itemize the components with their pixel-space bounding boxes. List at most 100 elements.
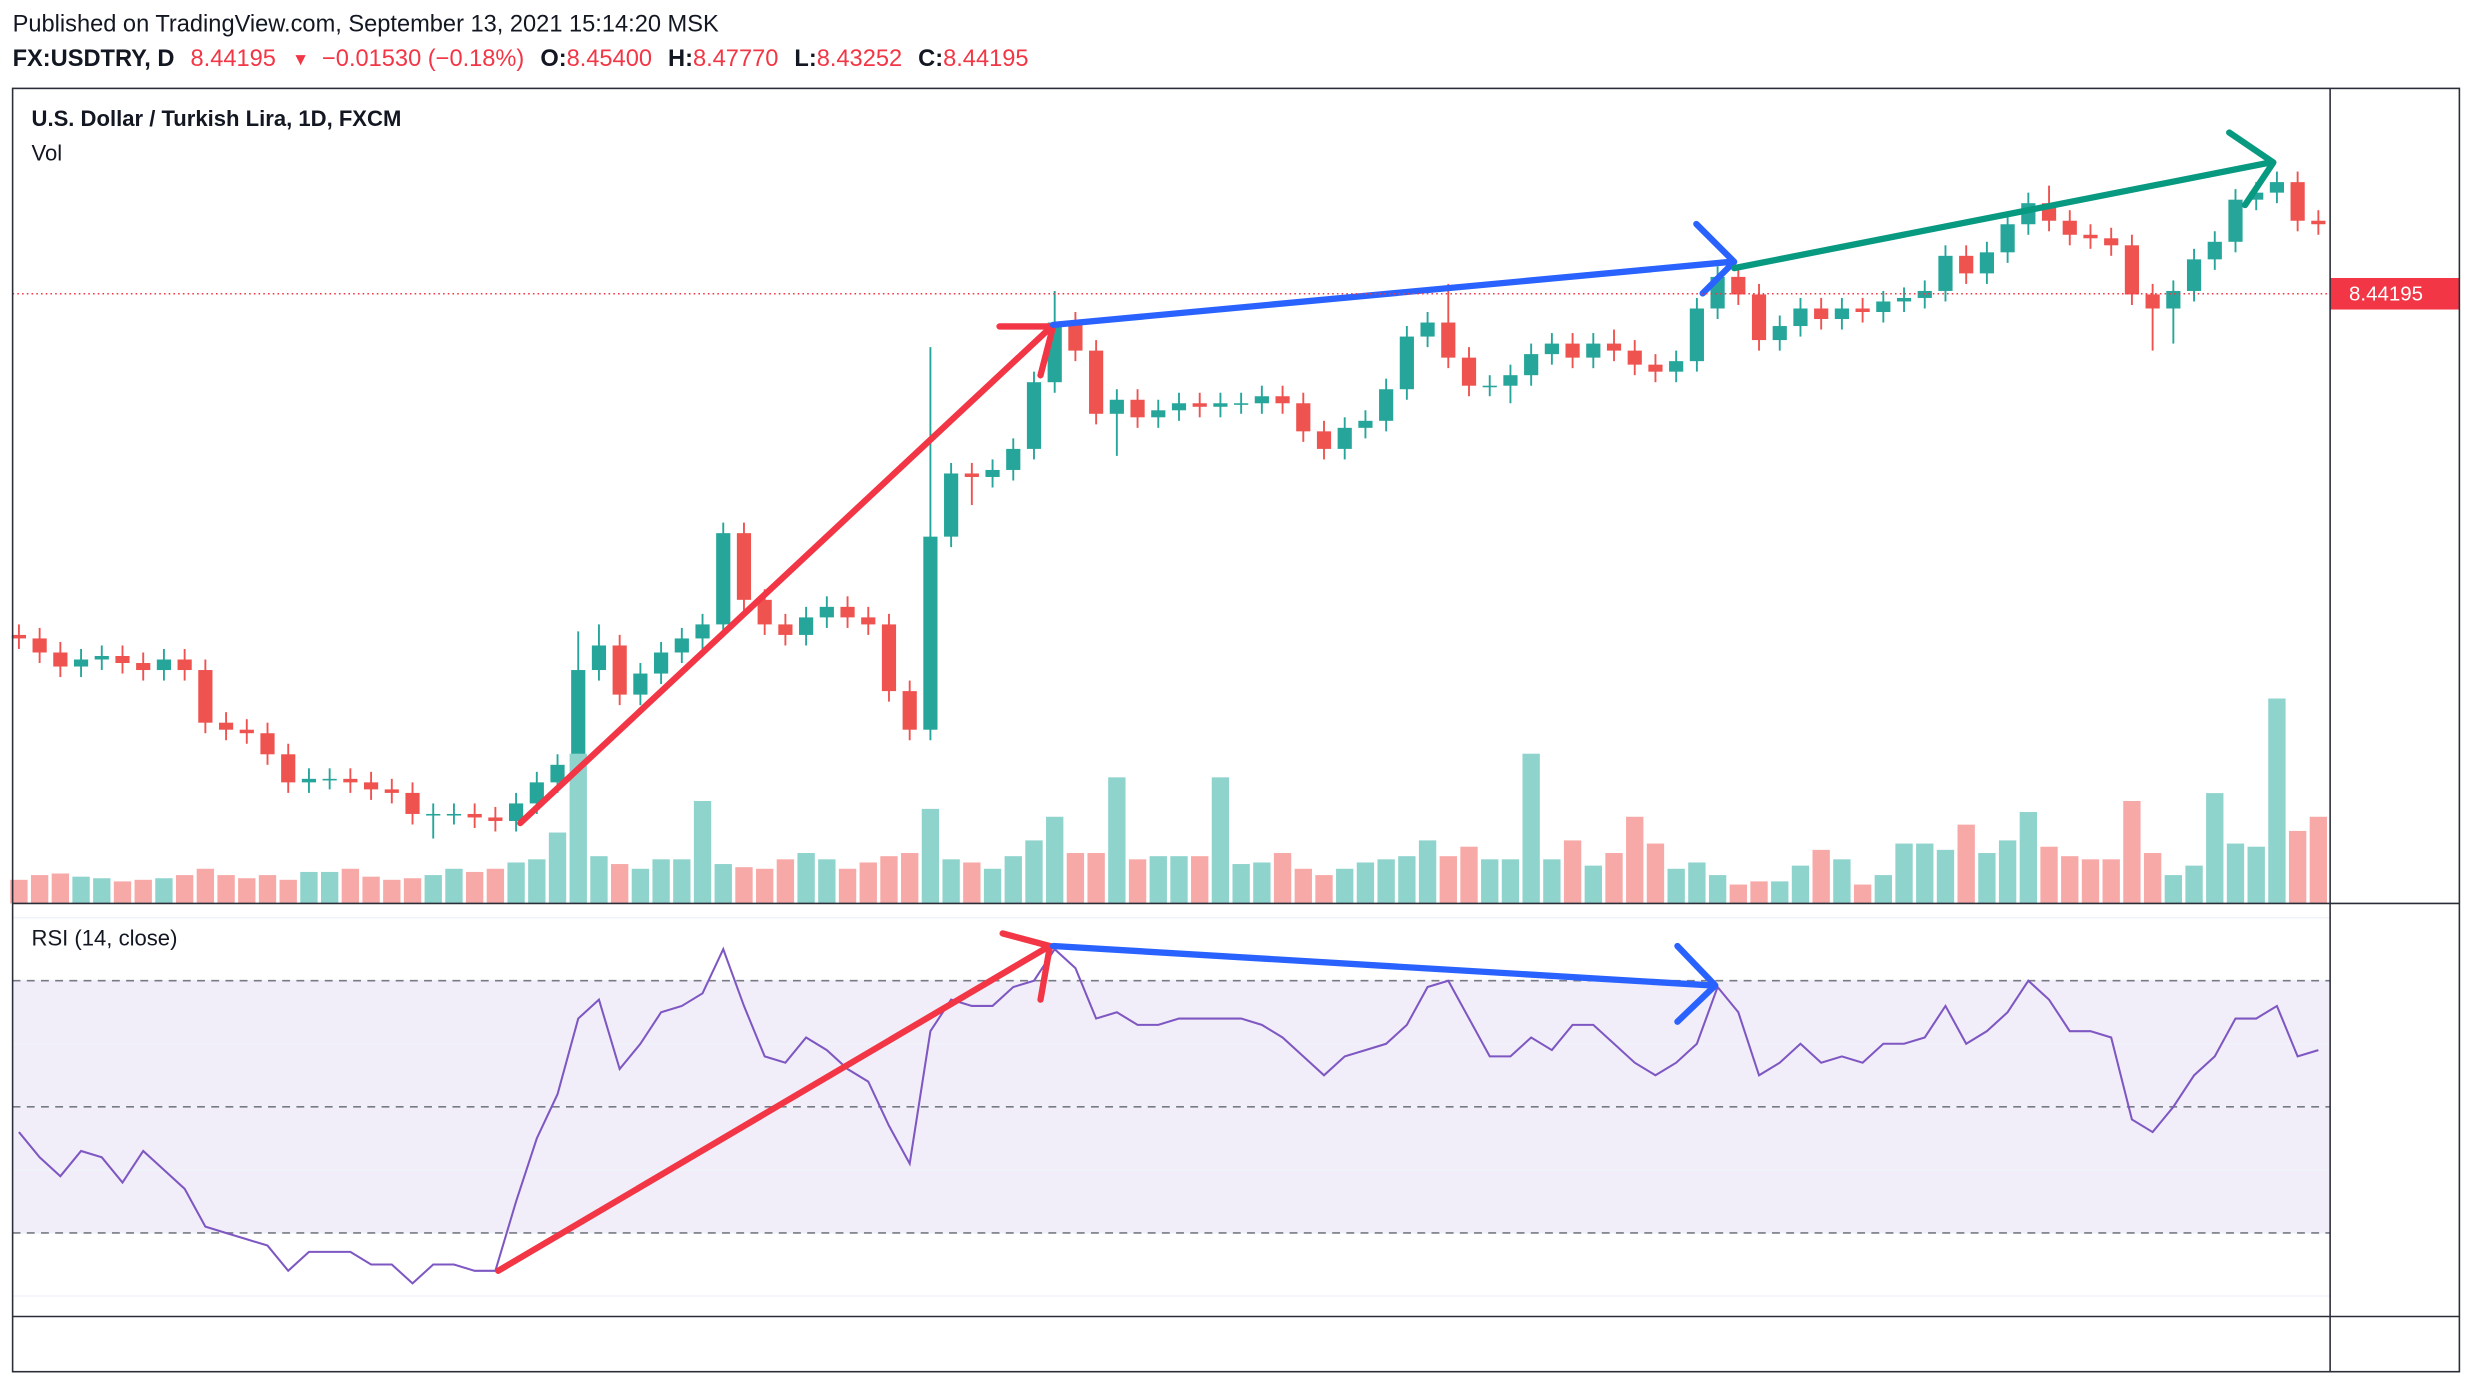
candle-body	[11, 634, 27, 639]
candle-body	[2290, 182, 2305, 221]
candle-body	[1234, 403, 1249, 405]
candle-body	[985, 469, 1000, 477]
volume-bar	[1957, 824, 1975, 904]
volume-bar	[1688, 862, 1706, 904]
volume-bar	[2040, 846, 2058, 904]
candle-body	[1876, 301, 1891, 312]
candle-body	[136, 663, 151, 671]
volume-bar	[2019, 812, 2038, 904]
candle-body	[1689, 308, 1704, 362]
candle-body	[2062, 220, 2077, 235]
volume-bar	[1128, 859, 1147, 904]
volume-bar	[1750, 881, 1768, 904]
volume-bar	[465, 871, 484, 904]
annotations	[495, 129, 2277, 1274]
volume-bar	[2143, 853, 2162, 904]
volume-bar	[1853, 884, 1872, 904]
volume-bar	[1418, 840, 1437, 904]
annotation-arrow	[1049, 258, 1735, 329]
candle-body	[156, 659, 172, 671]
candle-body	[1296, 403, 1311, 432]
volume-bar	[1481, 859, 1499, 904]
candle-body	[1793, 308, 1808, 327]
volume-bar	[590, 856, 608, 904]
candle-body	[115, 655, 130, 664]
candle-body	[716, 533, 731, 625]
volume-bar	[2185, 865, 2203, 904]
volume-bar	[1211, 777, 1230, 904]
candle-body	[944, 473, 959, 537]
volume-bar	[424, 875, 442, 904]
candle-body	[2083, 234, 2098, 239]
volume-bar	[1336, 868, 1354, 904]
annotation-arrow	[517, 324, 1054, 827]
candle-body	[363, 782, 379, 790]
ohlc-label: H:	[668, 46, 693, 72]
frame	[11, 87, 2461, 1373]
candle-body	[426, 813, 441, 816]
volume-bar	[2288, 830, 2307, 904]
volume-bar	[1170, 856, 1188, 904]
candle-body	[301, 778, 317, 783]
candle-body	[1379, 389, 1394, 421]
candle-body	[1606, 343, 1622, 351]
annotation-arrow	[495, 944, 1050, 1274]
volume-bar	[1543, 859, 1561, 904]
candle-body	[1171, 403, 1187, 411]
candle-body	[964, 473, 979, 477]
candle-body	[1026, 382, 1042, 449]
candle-body	[695, 624, 710, 639]
volume-bar	[155, 878, 173, 904]
candle-body	[923, 536, 938, 730]
candle-body	[508, 803, 524, 821]
candle-body	[612, 645, 627, 695]
candle-body	[2186, 259, 2202, 291]
volume-bar	[1667, 868, 1685, 904]
candle-body	[1089, 350, 1104, 414]
volume-bar	[1108, 777, 1126, 904]
volume-bar	[403, 878, 422, 904]
candle-body	[1959, 255, 1974, 274]
candle-body	[840, 606, 855, 618]
candle-body	[2124, 245, 2140, 295]
candle-body	[1358, 420, 1373, 428]
volume-bar	[1998, 840, 2017, 904]
volume-bar	[320, 871, 339, 904]
ohlc-value: 8.47770	[693, 46, 778, 72]
candle-body	[32, 638, 47, 653]
pane-title: U.S. Dollar / Turkish Lira, 1D, FXCM	[32, 106, 402, 131]
price: 8.44195	[191, 46, 276, 72]
candle-body	[1896, 297, 1912, 302]
candle-body	[1441, 322, 1456, 358]
volume-bar	[2102, 859, 2120, 904]
marks	[10, 171, 2328, 1285]
candle-body	[1565, 343, 1580, 358]
volume-bar	[1874, 875, 1892, 904]
candle-body	[1006, 448, 1021, 470]
candle-body	[2249, 192, 2264, 200]
volume-bar	[921, 808, 940, 904]
arrow-head	[1674, 942, 1719, 1025]
candle-body	[1855, 308, 1870, 312]
volume-bar	[1004, 856, 1022, 904]
rsi-title: RSI (14, close)	[32, 926, 178, 951]
volume-bar	[838, 868, 857, 904]
volume-bar	[1626, 816, 1644, 904]
candle-body	[1544, 343, 1559, 355]
volume-bar	[714, 864, 732, 904]
candle-body	[322, 778, 337, 781]
candle-body	[488, 817, 503, 821]
candle-body	[1399, 336, 1414, 390]
volume-bar	[901, 853, 919, 904]
candle-body	[73, 659, 89, 667]
volume-bar	[279, 879, 297, 904]
volume-bar	[1978, 853, 1996, 904]
volume-title: Vol	[32, 140, 63, 165]
candle-body	[1627, 350, 1642, 365]
last-price-label: 8.44195	[2349, 283, 2423, 306]
volume-bar	[880, 856, 898, 904]
volume-bar	[2061, 856, 2079, 904]
